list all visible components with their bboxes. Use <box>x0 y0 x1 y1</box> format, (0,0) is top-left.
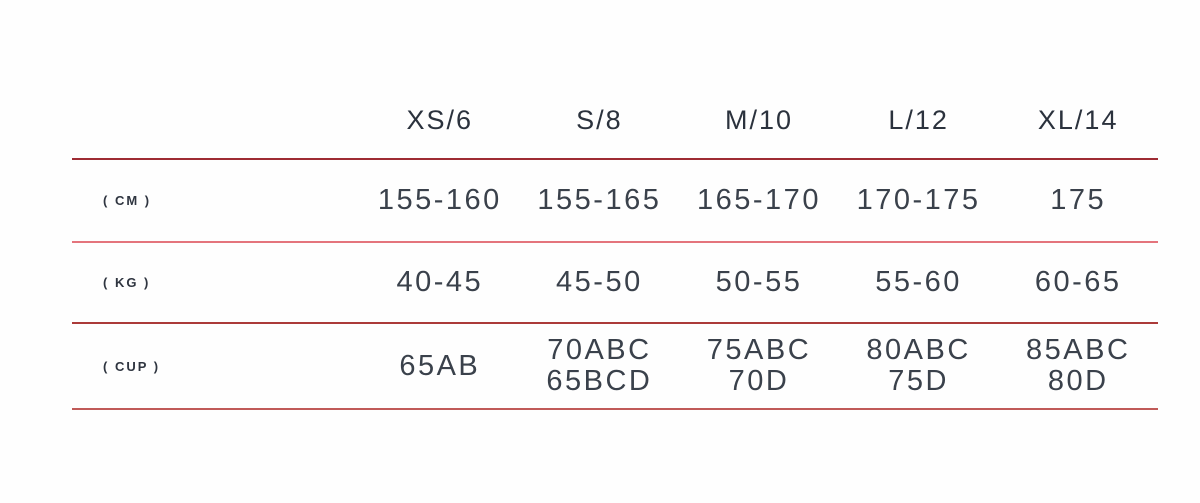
divider-line-4 <box>72 408 1158 410</box>
cell-value-line-2: 80D <box>1047 365 1109 397</box>
column-header-m10: M/10 <box>724 105 793 135</box>
column-header-s8: S/8 <box>576 105 623 135</box>
cell-cm-xl: 175 <box>998 185 1158 216</box>
cell-value-line-2: 70D <box>728 365 790 397</box>
cell-cup-xl: 85ABC 80D <box>998 335 1158 397</box>
cell-cup-l: 80ABC 75D <box>839 335 999 397</box>
cell-value: 155-160 <box>377 184 502 216</box>
cell-cup-m: 75ABC 70D <box>679 335 839 397</box>
column-header-xl14: XL/14 <box>1037 105 1119 135</box>
row-label-cup: ( CUP ) <box>103 358 161 374</box>
cell-value: 170-175 <box>856 184 981 216</box>
cell-kg-l: 55-60 <box>839 267 999 298</box>
cell-value-line-2: 65BCD <box>546 365 653 397</box>
cell-value-line-2: 75D <box>888 365 949 397</box>
cell-value: 175 <box>1050 184 1107 216</box>
table-row-weight-kg: ( KG ) 40-45 45-50 50-55 55-60 60-65 <box>72 243 1158 322</box>
cell-value-line-1: 70ABC <box>547 334 652 366</box>
divider-line-1 <box>72 158 1158 160</box>
cell-value-line-1: 80ABC <box>866 334 971 366</box>
divider-line-2 <box>72 241 1158 243</box>
cell-value: 40-45 <box>396 266 484 298</box>
divider-line-3 <box>72 322 1158 324</box>
cell-value-line-1: 85ABC <box>1026 334 1131 366</box>
cell-kg-s: 45-50 <box>520 267 680 298</box>
cell-kg-xs: 40-45 <box>360 267 520 298</box>
row-label-kg: ( KG ) <box>103 275 151 290</box>
column-header-xs6: XS/6 <box>406 105 474 135</box>
table-row-cup: ( CUP ) 65AB 70ABC 65BCD 75ABC 70D 80ABC… <box>72 324 1158 408</box>
cell-cm-xs: 155-160 <box>360 185 520 216</box>
cell-value-line-1: 75ABC <box>706 334 812 366</box>
cell-cup-xs: 65AB <box>360 349 520 382</box>
table-row-height-cm: ( CM ) 155-160 155-165 165-170 170-175 1… <box>72 160 1158 241</box>
cell-cm-m: 165-170 <box>679 185 839 216</box>
cell-cup-s: 70ABC 65BCD <box>520 335 680 397</box>
column-header-l12: L/12 <box>888 105 949 135</box>
cell-value: 65AB <box>399 349 481 382</box>
cell-cm-l: 170-175 <box>839 185 999 216</box>
cell-kg-xl: 60-65 <box>998 267 1158 298</box>
cell-value: 165-170 <box>697 184 821 216</box>
cell-cm-s: 155-165 <box>520 185 680 216</box>
cell-value: 55-60 <box>875 266 962 298</box>
cell-value: 155-165 <box>537 184 662 216</box>
header-empty-cell <box>72 136 360 158</box>
row-label-cm: ( CM ) <box>103 193 152 208</box>
cell-kg-m: 50-55 <box>679 267 839 298</box>
cell-value: 45-50 <box>556 266 643 298</box>
cell-value: 60-65 <box>1034 266 1122 298</box>
size-chart-table: XS/6 S/8 M/10 L/12 XL/14 ( CM ) 155-160 … <box>72 0 1158 410</box>
size-chart-header-row: XS/6 S/8 M/10 L/12 XL/14 <box>72 0 1158 158</box>
cell-value: 50-55 <box>715 266 803 298</box>
